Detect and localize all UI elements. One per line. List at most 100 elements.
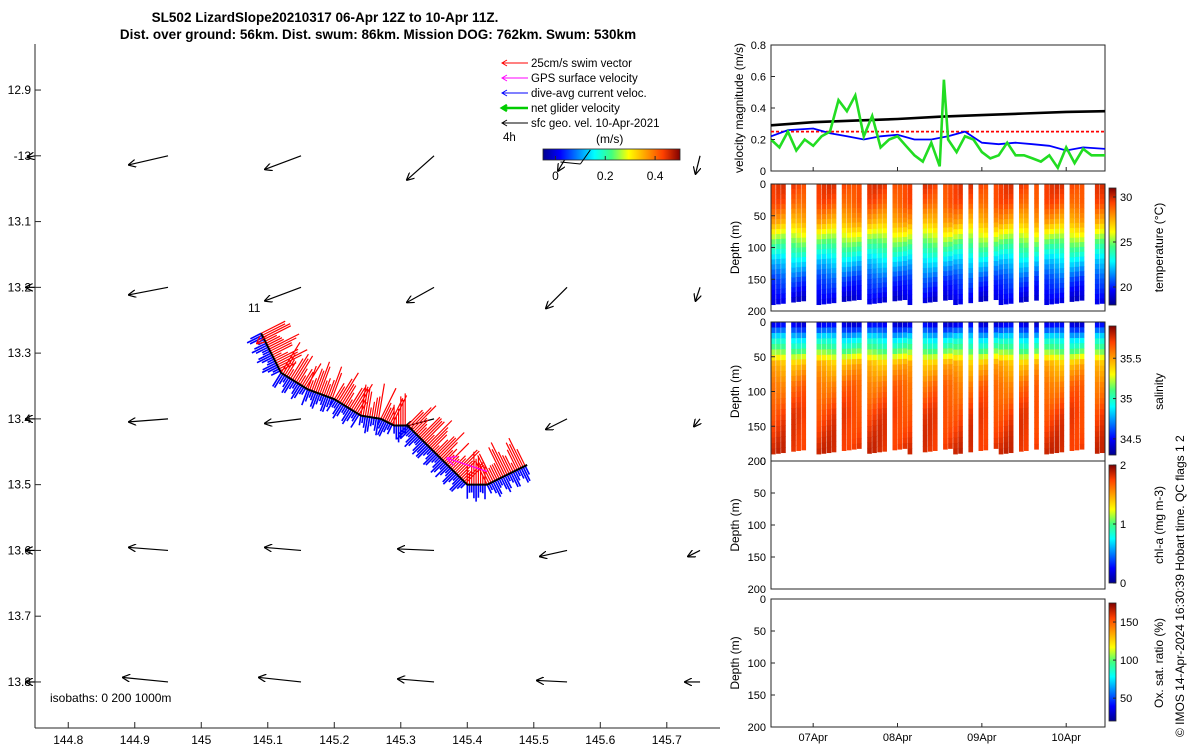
section-cell [1008, 376, 1014, 383]
section-cell [867, 239, 872, 245]
section-cell [857, 411, 862, 418]
section-cell [1034, 438, 1039, 445]
section-cell [983, 364, 989, 371]
section-cell [1049, 279, 1054, 285]
section-cell [776, 299, 781, 305]
section-cell [1099, 253, 1105, 259]
section-cell [852, 246, 857, 253]
section-cell [801, 332, 807, 339]
section-cell [1059, 248, 1065, 254]
section-cell [801, 364, 807, 371]
section-xtick-label: 10Apr [1052, 732, 1082, 744]
section-cell [1059, 283, 1065, 289]
section-cell [1024, 429, 1029, 435]
section-cell [968, 322, 974, 328]
section-cell [816, 264, 822, 270]
section-cell [897, 385, 903, 392]
start-swim-arrow [257, 334, 268, 343]
section-cell [998, 388, 1004, 394]
section-cell [932, 332, 938, 339]
section-cell [882, 327, 887, 334]
section-cell [796, 237, 801, 244]
colorbar-reference-arrow [579, 149, 591, 165]
section-cell [922, 430, 928, 437]
section-cell [978, 218, 984, 224]
section-cell [1008, 203, 1014, 210]
section-cell [1094, 426, 1100, 432]
section-cell [841, 296, 847, 302]
section-cell [776, 354, 781, 361]
section-cell [841, 332, 847, 339]
section-cell [983, 423, 989, 429]
section-cell [846, 276, 852, 282]
section-cell [1079, 343, 1085, 349]
section-cell [867, 184, 872, 190]
section-cell [922, 292, 928, 299]
section-cell [927, 386, 933, 393]
section-cell [1024, 418, 1029, 425]
section-cell [927, 262, 933, 269]
section-cell [1008, 218, 1014, 225]
section-cell [943, 237, 948, 243]
section-cell [1099, 213, 1105, 220]
section-cell [902, 416, 908, 423]
section-cell [958, 338, 963, 345]
section-cell [841, 184, 847, 190]
section-cell [781, 268, 786, 274]
section-cell [841, 247, 847, 253]
section-cell [1054, 218, 1060, 225]
section-cell [821, 343, 827, 350]
section-cell [897, 428, 903, 434]
section-cell [998, 239, 1004, 245]
section-cell [968, 392, 974, 399]
section-cell [968, 370, 974, 377]
section-cell [983, 444, 989, 451]
section-cell [816, 234, 822, 240]
section-cell [902, 227, 908, 233]
section-cell [993, 369, 999, 376]
section-cell [857, 401, 862, 407]
section-cell [922, 223, 928, 229]
section-cell [771, 209, 776, 215]
section-cell [1008, 198, 1014, 205]
section-cell [801, 271, 807, 277]
section-cell [1094, 436, 1100, 443]
section-cell [1003, 184, 1009, 190]
section-cell [781, 409, 786, 415]
section-cell [897, 198, 903, 204]
section-cell [821, 244, 827, 250]
section-cell [831, 203, 837, 210]
map-xtick-label: 145 [191, 733, 211, 747]
section-background [771, 599, 1105, 727]
section-cell [892, 242, 898, 248]
section-cell [897, 375, 903, 381]
section-cell [791, 297, 796, 303]
section-cell [968, 430, 974, 437]
section-cell [1074, 364, 1080, 371]
section-cell [826, 436, 832, 443]
map-ytick-label: 13.4 [8, 412, 32, 426]
section-cell [1034, 227, 1039, 233]
map-xtick-label: 145.3 [386, 733, 416, 747]
section-cell [846, 439, 852, 445]
section-cell [821, 194, 827, 200]
section-cell [968, 233, 974, 239]
section-cell [927, 338, 933, 344]
section-cell [1074, 428, 1080, 435]
section-cell [943, 203, 948, 209]
section-cell [1079, 242, 1085, 248]
section-cell [1049, 189, 1054, 195]
section-cell [958, 224, 963, 230]
section-cell [993, 385, 999, 391]
section-cell [796, 322, 801, 328]
section-cell [953, 184, 958, 190]
section-cell [892, 247, 898, 253]
section-cell [776, 269, 781, 275]
section-cell [796, 338, 801, 344]
section-cell [781, 327, 786, 334]
section-cell [821, 279, 827, 285]
section-cell [831, 287, 837, 294]
section-cell [953, 333, 958, 339]
section-cell [846, 332, 852, 339]
section-cell [943, 380, 948, 386]
